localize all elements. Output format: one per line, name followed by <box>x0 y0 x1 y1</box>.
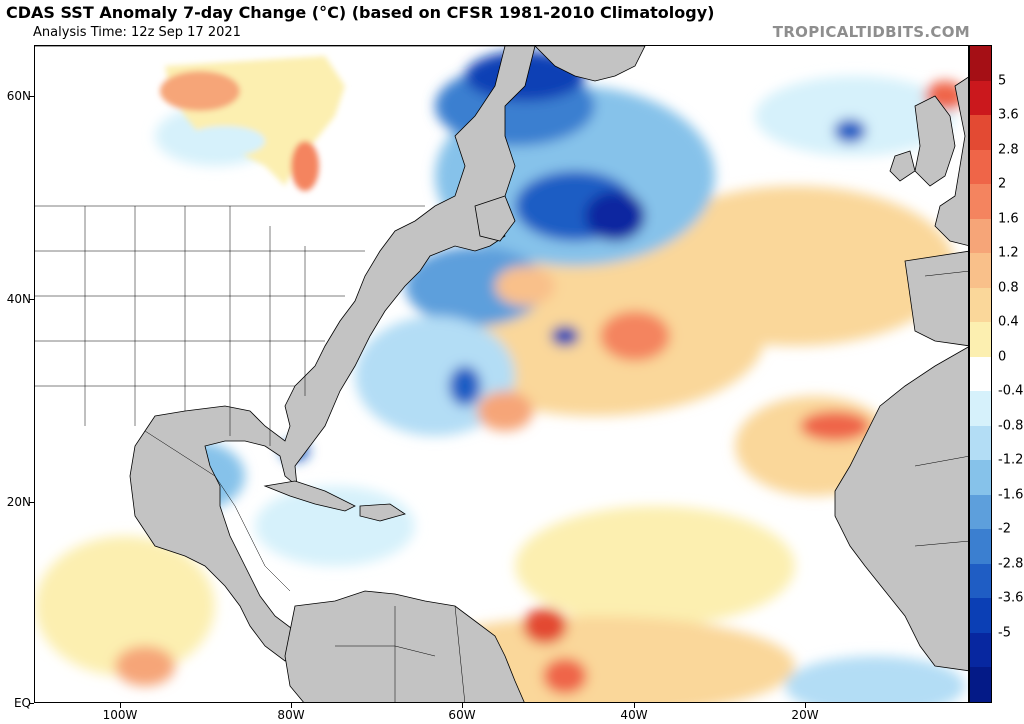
south-america-landmass <box>284 590 525 702</box>
lat-tick-40n <box>29 299 34 300</box>
sst-map-canvas <box>35 46 968 702</box>
color-scale-segment <box>970 391 991 426</box>
color-scale-segment <box>970 115 991 150</box>
lat-label-20n: 20N <box>6 495 31 509</box>
lat-label-eq: EQ <box>13 696 31 710</box>
africa-landmass <box>834 346 968 672</box>
color-scale-segment <box>970 253 991 288</box>
color-scale-label: 0.4 <box>998 314 1019 330</box>
color-scale-segment <box>970 425 991 461</box>
ireland-landmass <box>889 150 916 182</box>
lon-tick-20w <box>805 703 806 708</box>
color-scale-label: -0.8 <box>998 418 1024 434</box>
lon-label-80w: 80W <box>277 708 305 722</box>
lat-tick-60n <box>29 96 34 97</box>
color-scale-label: -1.2 <box>998 452 1024 468</box>
color-scale-label: 0 <box>998 349 1007 365</box>
color-scale-segment <box>970 529 991 564</box>
color-scale-segment <box>970 184 991 219</box>
color-scale-label: -2.8 <box>998 556 1024 572</box>
lon-tick-80w <box>291 703 292 708</box>
lon-tick-100w <box>120 703 121 708</box>
land-masses <box>35 46 968 702</box>
lon-tick-40w <box>634 703 635 708</box>
color-scale-label: -2 <box>998 521 1011 537</box>
color-scale-bar <box>969 45 992 703</box>
lon-label-20w: 20W <box>791 708 819 722</box>
color-scale-label: 2 <box>998 176 1007 192</box>
color-scale-segment <box>970 356 991 392</box>
lon-label-100w: 100W <box>102 708 138 722</box>
color-scale-segment <box>970 80 991 116</box>
color-scale-label: 3.6 <box>998 107 1019 123</box>
color-scale-segment <box>970 563 991 599</box>
hispaniola-landmass <box>359 503 406 522</box>
europe-landmass <box>934 76 968 246</box>
color-scale-segment <box>970 667 991 702</box>
color-scale-segment <box>970 149 991 185</box>
color-scale-segment <box>970 460 991 495</box>
color-scale-label: 0.8 <box>998 280 1019 296</box>
color-scale-label: 1.2 <box>998 245 1019 261</box>
color-scale-segment <box>970 494 991 530</box>
color-scale-segment <box>970 322 991 357</box>
lon-label-60w: 60W <box>448 708 476 722</box>
color-scale-segment <box>970 46 991 81</box>
color-scale-label: -3.6 <box>998 590 1024 606</box>
british-isles-landmass <box>914 95 956 187</box>
source-credit: TROPICALTIDBITS.COM <box>772 23 970 41</box>
lat-tick-20n <box>29 502 34 503</box>
color-scale-label: 5 <box>998 73 1007 89</box>
lon-tick-60w <box>462 703 463 708</box>
color-scale-segment <box>970 632 991 668</box>
lat-label-40n: 40N <box>6 292 31 306</box>
color-scale-label: -1.6 <box>998 487 1024 503</box>
lat-label-60n: 60N <box>6 89 31 103</box>
color-scale-label: 2.8 <box>998 142 1019 158</box>
political-borders <box>35 205 968 702</box>
color-scale-segment <box>970 598 991 633</box>
color-scale-label: 1.6 <box>998 211 1019 227</box>
color-scale-segment <box>970 287 991 323</box>
newfoundland-landmass <box>474 195 516 242</box>
map-title: CDAS SST Anomaly 7-day Change (°C) (base… <box>6 3 715 22</box>
iberia-landmass <box>904 250 968 347</box>
lat-tick-eq <box>29 703 34 704</box>
greenland-landmass <box>534 46 646 82</box>
color-scale-segment <box>970 218 991 254</box>
color-scale-label: -0.4 <box>998 383 1024 399</box>
color-scale-label: -5 <box>998 625 1011 641</box>
lon-label-40w: 40W <box>620 708 648 722</box>
hudson-bay <box>160 56 345 191</box>
cuba-landmass <box>263 480 356 512</box>
analysis-time: Analysis Time: 12z Sep 17 2021 <box>33 25 241 40</box>
sst-map <box>34 45 969 703</box>
